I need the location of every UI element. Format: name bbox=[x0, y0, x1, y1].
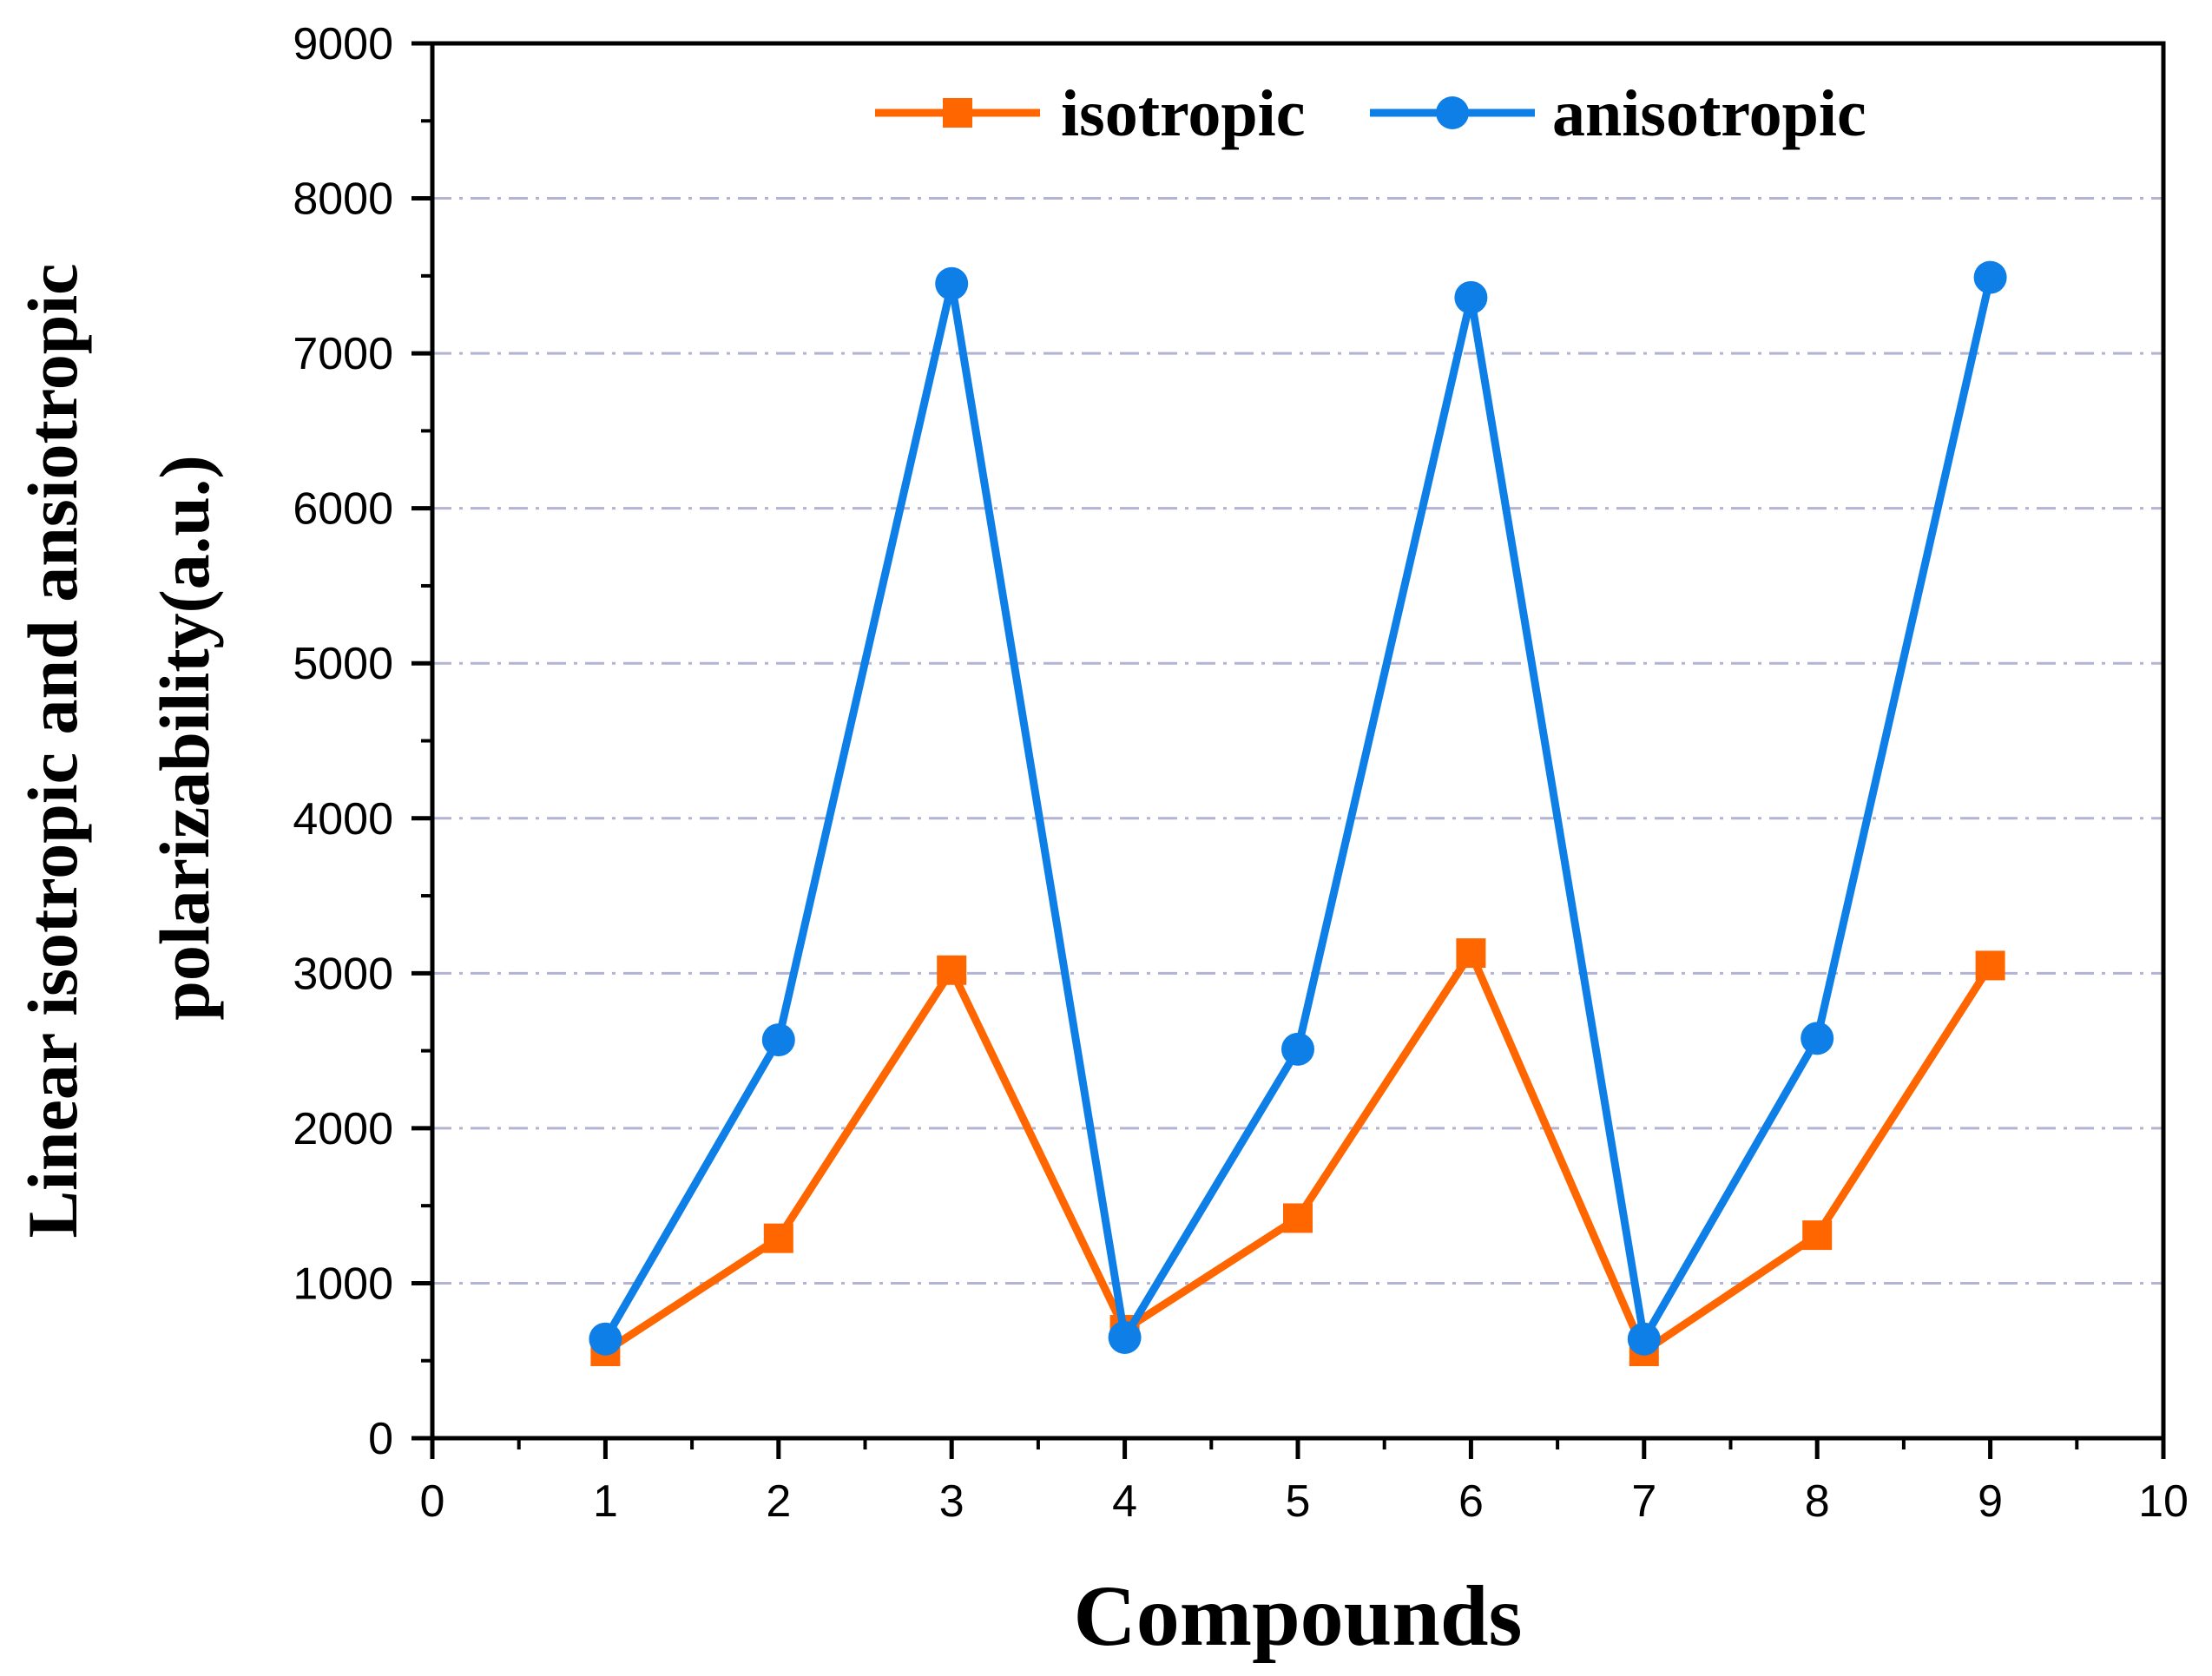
isotropic-point bbox=[1456, 938, 1486, 969]
anisotropic-point bbox=[1627, 1322, 1661, 1356]
y-tick-label: 8000 bbox=[293, 174, 393, 225]
x-tick-label: 9 bbox=[1978, 1476, 2003, 1527]
isotropic-point bbox=[937, 955, 967, 985]
series-isotropic bbox=[590, 938, 2005, 1367]
x-tick-label: 2 bbox=[766, 1476, 791, 1527]
series-anisotropic bbox=[589, 260, 2007, 1356]
y-tick-label: 2000 bbox=[293, 1104, 393, 1154]
x-tick-label: 0 bbox=[420, 1476, 445, 1527]
anisotropic-point bbox=[935, 266, 969, 300]
x-tick-label: 8 bbox=[1805, 1476, 1830, 1527]
isotropic-line bbox=[602, 944, 1994, 1357]
y-tick-label: 7000 bbox=[293, 329, 393, 379]
x-tick-label: 5 bbox=[1286, 1476, 1311, 1527]
legend: isotropic anisotropic bbox=[875, 77, 1866, 150]
y-tick-label: 5000 bbox=[293, 639, 393, 689]
y-tick-label: 4000 bbox=[293, 794, 393, 845]
y-tick-label: 0 bbox=[368, 1414, 393, 1464]
x-tick-label: 7 bbox=[1631, 1476, 1656, 1527]
y-tick-label: 9000 bbox=[293, 19, 393, 69]
isotropic-point bbox=[763, 1223, 793, 1253]
isotropic-point bbox=[1975, 950, 2005, 981]
legend-label-isotropic: isotropic bbox=[1061, 77, 1305, 150]
y-tick-label: 6000 bbox=[293, 484, 393, 535]
y-axis-title-line-1: Linear isotropic and ansiotropic bbox=[13, 263, 92, 1238]
anisotropic-point bbox=[1281, 1032, 1314, 1066]
anisotropic-point bbox=[1801, 1022, 1834, 1055]
anisotropic-point bbox=[1973, 260, 2007, 294]
series-layer bbox=[589, 260, 2007, 1367]
x-tick-label: 3 bbox=[939, 1476, 964, 1527]
y-axis-title-line-2: polarizability(a.u.) bbox=[145, 455, 224, 1020]
isotropic-point bbox=[1283, 1203, 1313, 1233]
anisotropic-point bbox=[761, 1023, 795, 1057]
legend-marker-isotropic bbox=[943, 98, 972, 128]
x-tick-label: 6 bbox=[1458, 1476, 1484, 1527]
x-tick-label: 10 bbox=[2138, 1476, 2189, 1527]
x-tick-label: 1 bbox=[593, 1476, 618, 1527]
anisotropic-point bbox=[1108, 1320, 1142, 1354]
isotropic-point bbox=[1802, 1220, 1833, 1251]
legend-marker-anisotropic bbox=[1436, 96, 1469, 129]
anisotropic-point bbox=[589, 1322, 622, 1356]
axis-ticks: 0 1000 2000 3000 4000 5000 6000 7000 8000 9000 0 1 2… bbox=[293, 19, 2189, 1527]
x-tick-label: 4 bbox=[1112, 1476, 1137, 1527]
y-tick-label: 3000 bbox=[293, 949, 393, 999]
x-axis-title: Compounds bbox=[1074, 1568, 1523, 1664]
legend-label-anisotropic: anisotropic bbox=[1552, 77, 1866, 150]
y-tick-label: 1000 bbox=[293, 1259, 393, 1309]
gridlines bbox=[432, 197, 2163, 1285]
anisotropic-point bbox=[1454, 280, 1488, 314]
